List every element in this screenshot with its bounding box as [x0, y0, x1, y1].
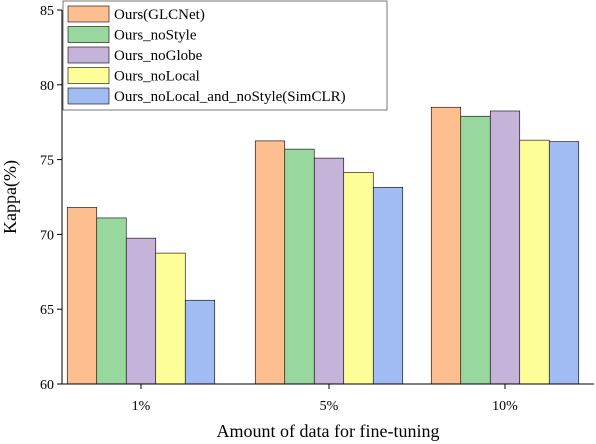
legend-label: Ours_noLocal_and_noStyle(SimCLR)	[114, 89, 346, 105]
legend-label: Ours_noGlobe	[114, 48, 203, 64]
y-tick-label: 75	[40, 154, 54, 169]
y-tick-label: 80	[40, 79, 54, 94]
legend-box	[62, 0, 388, 111]
legend-label: Ours_noLocal	[114, 69, 200, 85]
y-tick-label: 70	[40, 228, 54, 243]
bar-Ours_noLocal-1%	[155, 252, 186, 385]
x-tick-label: 10%	[492, 399, 518, 414]
bar-Ours_noGlobe-10%	[489, 110, 521, 385]
bar-Ours_noGlobe-1%	[125, 237, 157, 385]
y-ticks: 60 65 70 75 80 85	[40, 4, 62, 393]
legend-label: Ours(GLCNet)	[114, 7, 205, 23]
legend-swatch	[67, 87, 110, 105]
bar-Ours_noStyle-5%	[284, 148, 315, 385]
x-ticks: 1% 5% 10%	[132, 384, 518, 414]
legend-label: Ours_noStyle	[114, 28, 197, 44]
bar-Ours_noLocal_and_noStyle(SimCLR)-1%	[184, 299, 216, 385]
legend-swatch	[67, 46, 110, 64]
x-axis-title: Amount of data for fine-tuning	[217, 421, 440, 441]
bars-layer	[66, 106, 580, 385]
legend-swatch	[67, 67, 110, 84]
y-tick-label: 60	[40, 378, 54, 393]
y-tick-label: 65	[40, 303, 54, 318]
legend-swatch	[67, 26, 110, 43]
bar-Ours_noLocal_and_noStyle(SimCLR)-10%	[548, 141, 580, 385]
bar-Ours(GLCNet)-5%	[254, 140, 286, 385]
bar-Ours(GLCNet)-1%	[66, 207, 98, 385]
y-tick-label: 85	[40, 4, 54, 19]
bar-Ours(GLCNet)-10%	[430, 106, 462, 385]
bar-Ours_noLocal-10%	[519, 139, 550, 385]
y-axis-title: Kappa(%)	[0, 160, 21, 234]
legend-swatch	[67, 5, 110, 23]
x-tick-label: 1%	[132, 399, 151, 414]
bar-Ours_noGlobe-5%	[313, 157, 345, 385]
x-tick-label: 5%	[320, 399, 339, 414]
bar-Ours_noLocal_and_noStyle(SimCLR)-5%	[372, 186, 404, 385]
legend: Ours(GLCNet) Ours_noStyle Ours_noGlobe Ours…	[62, 0, 388, 111]
bar-Ours_noStyle-10%	[460, 115, 491, 385]
bar-Ours_noLocal-5%	[343, 172, 374, 385]
bar-Ours_noStyle-1%	[96, 217, 127, 385]
